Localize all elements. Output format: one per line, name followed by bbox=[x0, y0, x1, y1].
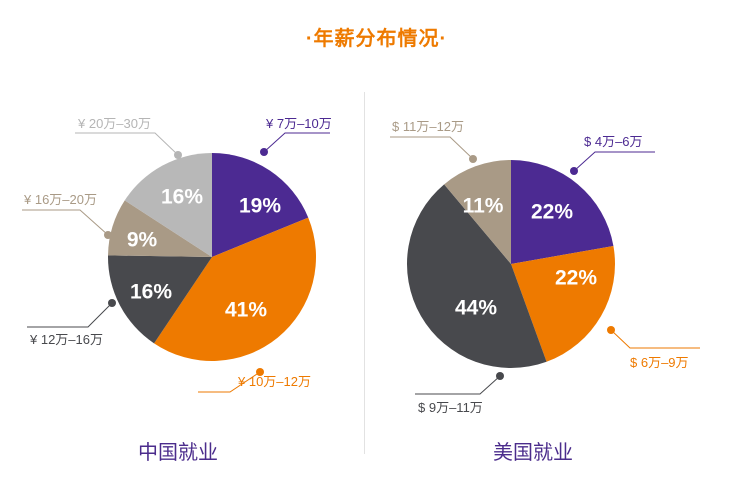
pie-slice bbox=[212, 153, 309, 257]
callout-dot bbox=[104, 231, 112, 239]
slice-percent-label: 11% bbox=[463, 195, 504, 218]
slice-percent-label: 19% bbox=[239, 195, 281, 218]
slice-range-label: $ 6万–9万 bbox=[630, 355, 689, 370]
callout-line bbox=[75, 132, 179, 156]
slice-percent-label: 16% bbox=[161, 186, 203, 209]
china-pie-chart: 19%41%16%9%16%¥ 7万–10万¥ 10万–12万¥ 12万–16万… bbox=[22, 116, 332, 393]
callout-line bbox=[22, 209, 109, 236]
slice-range-label: ¥ 20万–30万 bbox=[77, 116, 151, 131]
slice-range-label: $ 4万–6万 bbox=[584, 134, 643, 149]
callout-dot bbox=[570, 167, 578, 175]
callout-line bbox=[198, 371, 261, 393]
pie-slice bbox=[511, 160, 614, 264]
callout-dot bbox=[260, 148, 268, 156]
callout-line bbox=[610, 329, 700, 349]
slice-percent-label: 44% bbox=[455, 297, 497, 320]
pie-slice bbox=[108, 200, 212, 257]
pie-slice bbox=[124, 153, 212, 257]
pie-slice bbox=[154, 217, 317, 362]
slice-range-label: ¥ 10万–12万 bbox=[237, 374, 311, 389]
callout-line bbox=[27, 302, 113, 328]
slice-range-label: ¥ 12万–16万 bbox=[29, 332, 103, 347]
us-chart-title: 美国就业 bbox=[493, 442, 573, 464]
pie-slice bbox=[107, 255, 212, 344]
callout-dot bbox=[256, 368, 264, 376]
slice-percent-label: 9% bbox=[127, 229, 158, 252]
pie-slice bbox=[444, 160, 511, 264]
callout-line bbox=[263, 132, 330, 153]
slice-range-label: $ 11万–12万 bbox=[392, 119, 464, 134]
slice-range-label: ¥ 7万–10万 bbox=[265, 116, 332, 131]
slice-percent-label: 16% bbox=[130, 281, 172, 304]
pie-slice bbox=[406, 184, 547, 369]
slice-percent-label: 22% bbox=[555, 267, 597, 290]
callout-line bbox=[415, 375, 501, 395]
callout-dot bbox=[469, 155, 477, 163]
page-title: ·年薪分布情况· bbox=[305, 28, 448, 50]
callout-dot bbox=[607, 326, 615, 334]
divider bbox=[364, 92, 365, 454]
us-pie-chart: 22% 22% 44% 11% $ 4万–6万 $ 6万–9万 $ 9万–11万 $ 11万–… bbox=[390, 119, 700, 415]
china-chart-title: 中国就业 bbox=[138, 442, 218, 464]
slice-range-label: ¥ 16万–20万 bbox=[23, 192, 97, 207]
slice-percent-label: 41% bbox=[225, 299, 267, 322]
callout-dot bbox=[174, 151, 182, 159]
callout-dot bbox=[108, 299, 116, 307]
callout-line bbox=[390, 136, 474, 160]
slice-percent-label: 22% bbox=[531, 201, 573, 224]
callout-line bbox=[573, 151, 655, 172]
slice-range-label: $ 9万–11万 bbox=[418, 400, 483, 415]
callout-dot bbox=[496, 372, 504, 380]
pie-slice bbox=[511, 245, 616, 362]
